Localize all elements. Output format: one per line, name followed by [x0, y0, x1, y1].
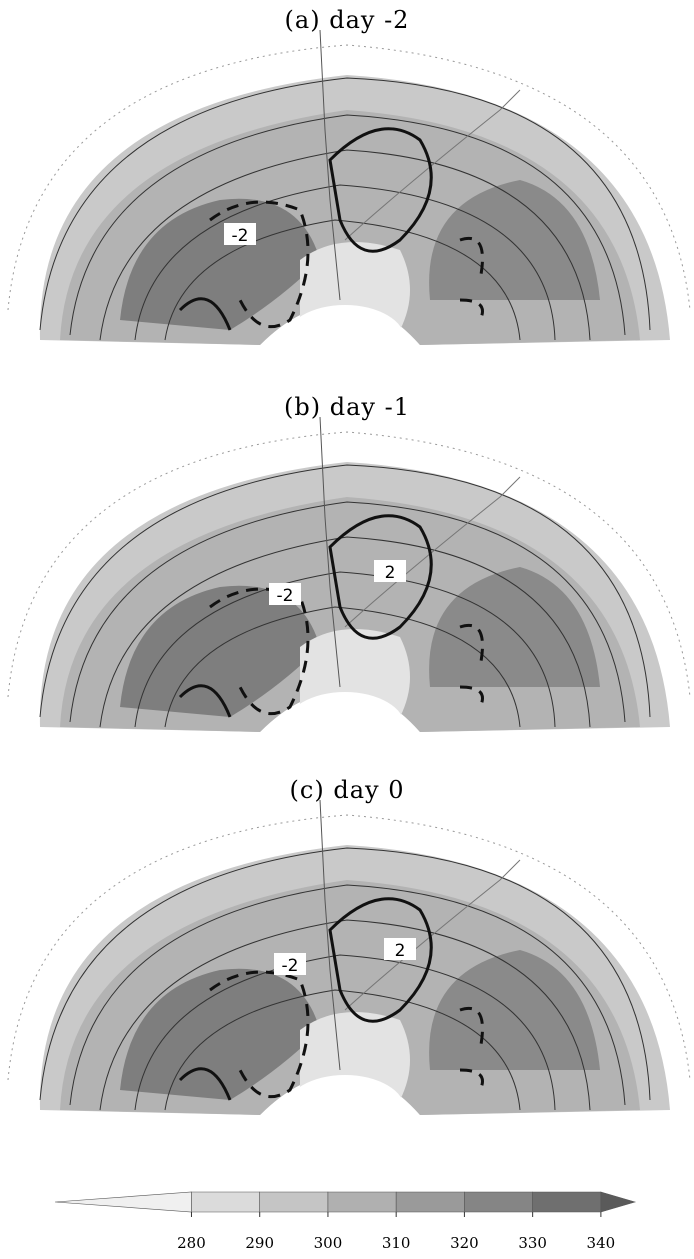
colorbar-tick-label: 280	[177, 1234, 206, 1252]
panels: (a) day -2 -2 (b) day -1 -2 2 (c) day 0 -2 2	[8, 6, 690, 1145]
colorbar-tick-label: 290	[245, 1234, 274, 1252]
colorbar-segment	[328, 1192, 396, 1212]
colorbar-segment	[55, 1192, 191, 1212]
panel-title: (b) day -1	[284, 393, 410, 421]
panel: (b) day -1 -2 2	[8, 393, 690, 762]
colorbar-tick-label: 330	[518, 1234, 547, 1252]
colorbar-tick-label: 320	[450, 1234, 479, 1252]
map	[8, 30, 690, 375]
colorbar-segment	[260, 1192, 328, 1212]
colorbar-segment	[396, 1192, 464, 1212]
panel: (c) day 0 -2 2	[8, 776, 690, 1145]
colorbar-segment	[464, 1192, 532, 1212]
map	[8, 417, 690, 762]
contour-label: -2	[277, 586, 294, 606]
colorbar-tick-label: 310	[382, 1234, 411, 1252]
contour-label: 2	[395, 941, 406, 961]
panel-title: (a) day -2	[285, 6, 410, 34]
figure: (a) day -2 -2 (b) day -1 -2 2 (c) day 0 -2 2 28…	[0, 0, 694, 1259]
colorbar-segment	[601, 1192, 635, 1212]
contour-label: -2	[282, 956, 299, 976]
colorbar-tick-label: 340	[587, 1234, 616, 1252]
panel: (a) day -2 -2	[8, 6, 690, 375]
colorbar: 280 290 300 310 320 330 340	[55, 1192, 635, 1252]
colorbar-segment	[533, 1192, 601, 1212]
contour-label: 2	[385, 563, 396, 583]
panel-title: (c) day 0	[290, 776, 405, 804]
contour-label: -2	[232, 226, 249, 246]
colorbar-tick-label: 300	[314, 1234, 343, 1252]
colorbar-segment	[191, 1192, 259, 1212]
map	[8, 800, 690, 1145]
